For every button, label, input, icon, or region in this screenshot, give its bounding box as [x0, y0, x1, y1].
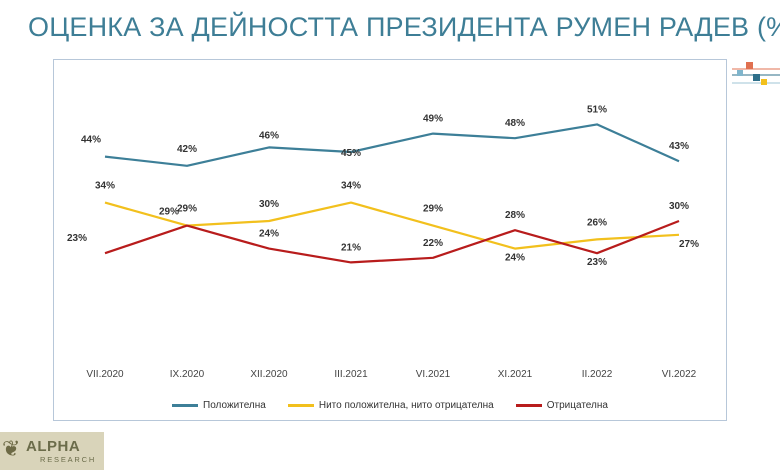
data-label: 30%: [669, 201, 689, 212]
logo-name: ALPHA: [26, 438, 81, 455]
data-label: 21%: [341, 242, 361, 253]
logo-sub: RESEARCH: [40, 455, 97, 464]
legend-swatch: [515, 404, 542, 407]
alpha-research-logo: ❦ ALPHA RESEARCH: [0, 432, 104, 470]
data-label: 30%: [259, 199, 279, 210]
legend-item-positive: Положителна: [172, 400, 266, 411]
data-label: 24%: [259, 229, 279, 240]
decorative-squares: [732, 62, 780, 85]
legend-label: Отрицателна: [546, 400, 608, 411]
legend: Положителна Нито положителна, нито отриц…: [53, 400, 727, 411]
data-label: 26%: [587, 217, 607, 228]
legend-swatch: [172, 404, 199, 407]
x-tick-label: VI.2021: [416, 369, 451, 380]
data-label: 29%: [159, 207, 179, 218]
data-label: 22%: [423, 238, 443, 249]
data-label: 51%: [587, 104, 607, 115]
data-label: 34%: [95, 181, 115, 192]
legend-item-neutral: Нито положителна, нито отрицателна: [287, 400, 494, 411]
data-label: 48%: [505, 118, 525, 129]
data-label: 29%: [177, 204, 197, 215]
x-tick-label: II.2022: [582, 369, 613, 380]
x-tick-label: IX.2020: [170, 369, 205, 380]
series-line: [104, 123, 680, 167]
x-tick-label: VII.2020: [86, 369, 124, 380]
data-label: 23%: [67, 233, 87, 244]
legend-swatch: [287, 404, 314, 407]
data-label: 34%: [341, 181, 361, 192]
data-label: 43%: [669, 141, 689, 152]
chart-title: ОЦЕНКА ЗА ДЕЙНОСТТА ПРЕЗИДЕНТА РУМЕН РАД…: [28, 12, 780, 42]
chart-frame: [53, 59, 727, 421]
data-label: 24%: [505, 253, 525, 264]
data-label: 29%: [423, 204, 443, 215]
series-line: [104, 201, 680, 250]
x-tick-label: XI.2021: [498, 369, 533, 380]
data-label: 23%: [587, 257, 607, 268]
data-label: 44%: [81, 135, 101, 146]
series-line: [104, 219, 680, 264]
data-label: 27%: [679, 239, 699, 250]
x-tick-label: XII.2020: [250, 369, 288, 380]
legend-label: Нито положителна, нито отрицателна: [318, 400, 494, 411]
legend-label: Положителна: [203, 400, 266, 411]
data-label: 42%: [177, 144, 197, 155]
x-tick-label: III.2021: [334, 369, 368, 380]
line-chart: VII.2020 IX.2020 XII.2020 III.2021 VI.2021 XI…: [67, 104, 699, 380]
leaf-icon: ❦: [2, 436, 21, 461]
x-tick-label: VI.2022: [662, 369, 697, 380]
data-label: 28%: [505, 210, 525, 221]
data-label: 45%: [341, 148, 361, 159]
data-label: 46%: [259, 130, 279, 141]
legend-item-negative: Отрицателна: [515, 400, 608, 411]
data-label: 49%: [423, 114, 443, 125]
